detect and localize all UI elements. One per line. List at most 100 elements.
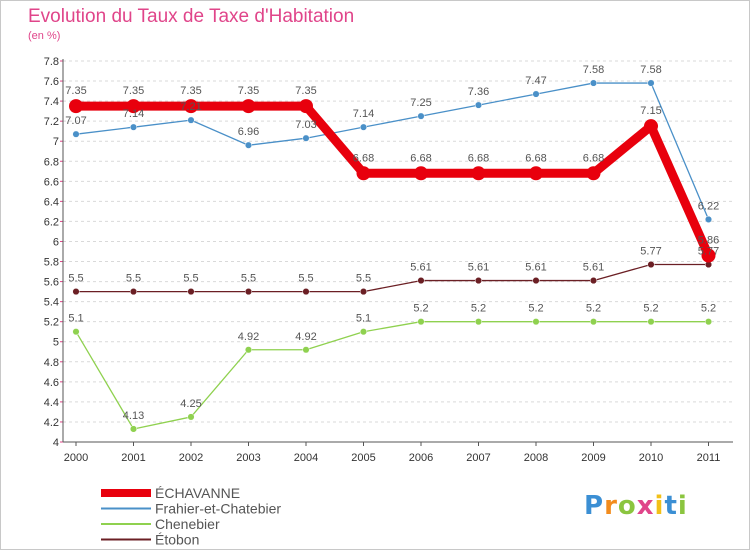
data-point [417,112,425,120]
chart-title: Evolution du Taux de Taxe d'Habitation [28,6,355,27]
data-point [701,248,716,263]
data-point [532,277,540,285]
logo-letter: o [617,491,637,521]
data-label: 5.5 [241,273,256,285]
y-tick-label: 7.2 [44,116,59,128]
data-point [129,425,138,433]
data-point [359,328,368,336]
data-point [302,346,310,354]
data-point [589,277,598,285]
data-point [589,318,598,326]
data-point [359,288,368,296]
data-label: 7.15 [640,105,661,117]
data-label: 6.68 [353,152,374,164]
data-point [241,99,256,114]
data-label: 5.61 [525,262,546,274]
data-label: 5.5 [183,273,198,285]
data-point [532,318,540,326]
series-line-3 [76,263,709,293]
data-label: 7.35 [295,85,316,97]
y-tick-label: 6 [53,236,59,248]
data-label: 7.35 [123,85,144,97]
data-label: 7.35 [180,85,201,97]
legend-entry: ÉCHAVANNE [155,485,240,501]
data-label: 5.2 [528,303,543,315]
data-point [647,318,655,326]
series-line-0 [76,101,713,258]
data-label: 5.2 [471,303,486,315]
data-label: 5.2 [643,303,658,315]
y-tick-label: 6.4 [44,196,59,208]
data-label: 4.13 [123,410,144,422]
data-point [299,99,313,114]
y-tick-label: 7.6 [44,76,59,88]
logo-letter: t [664,491,678,521]
data-point [704,215,713,223]
logo-letter: r [604,491,618,521]
data-label: 7.25 [410,97,431,109]
data-point [474,277,483,285]
logo-letter: x [636,491,655,521]
logo-letter: i [677,491,688,521]
x-tick-label: 2002 [179,452,203,464]
data-point [414,166,428,181]
data-point [474,318,483,326]
data-point [644,119,658,134]
data-label: 5.5 [356,273,371,285]
legend-entry: Chenebier [155,516,220,532]
data-point [244,288,253,296]
data-point [532,90,540,98]
x-tick-label: 2001 [121,452,145,464]
data-label: 7.58 [640,64,661,76]
data-label: 7.14 [353,108,374,120]
data-point [129,288,138,296]
y-tick-label: 5.2 [44,317,59,329]
data-point [417,318,425,326]
proxiti-logo: Proxiti [584,491,688,521]
data-label: 7.35 [238,85,259,97]
y-tick-label: 4.6 [44,377,59,389]
y-tick-label: 6.8 [44,156,59,168]
data-point [474,101,483,109]
data-label: 6.68 [468,152,489,164]
data-point [302,134,310,142]
data-point [417,277,425,285]
data-label: 5.2 [413,303,428,315]
x-tick-label: 2003 [236,452,260,464]
data-point [359,123,368,131]
data-point [529,166,543,181]
data-point [72,130,80,138]
data-point [647,79,655,87]
data-point [647,260,655,269]
x-tick-label: 2006 [409,452,433,464]
y-tick-label: 4.8 [44,357,59,369]
y-tick-label: 5.6 [44,277,59,289]
data-point [126,99,141,114]
x-tick-label: 2011 [697,452,721,464]
data-point [471,166,486,181]
data-point [72,328,80,336]
y-tick-label: 6.2 [44,216,59,228]
x-tick-label: 2005 [351,452,375,464]
y-tick-label: 5.4 [44,297,59,309]
data-label: 6.68 [525,152,546,164]
data-label: 5.2 [701,303,716,315]
x-tick-label: 2010 [639,452,663,464]
data-label: 5.2 [586,303,601,315]
data-point [586,166,601,181]
series-line-1 [75,82,710,220]
data-point [704,318,713,326]
data-point [129,123,138,131]
y-tick-label: 4.2 [44,417,59,429]
data-label: 4.92 [295,331,316,343]
logo-letter: P [584,491,605,521]
data-label: 5.1 [356,313,371,325]
data-label: 5.5 [298,273,313,285]
data-label: 5.61 [410,262,431,274]
data-label: 7.35 [65,85,86,97]
data-point [72,288,80,296]
data-point [356,166,371,181]
x-tick-label: 2007 [466,452,490,464]
data-label: 6.68 [583,152,604,164]
